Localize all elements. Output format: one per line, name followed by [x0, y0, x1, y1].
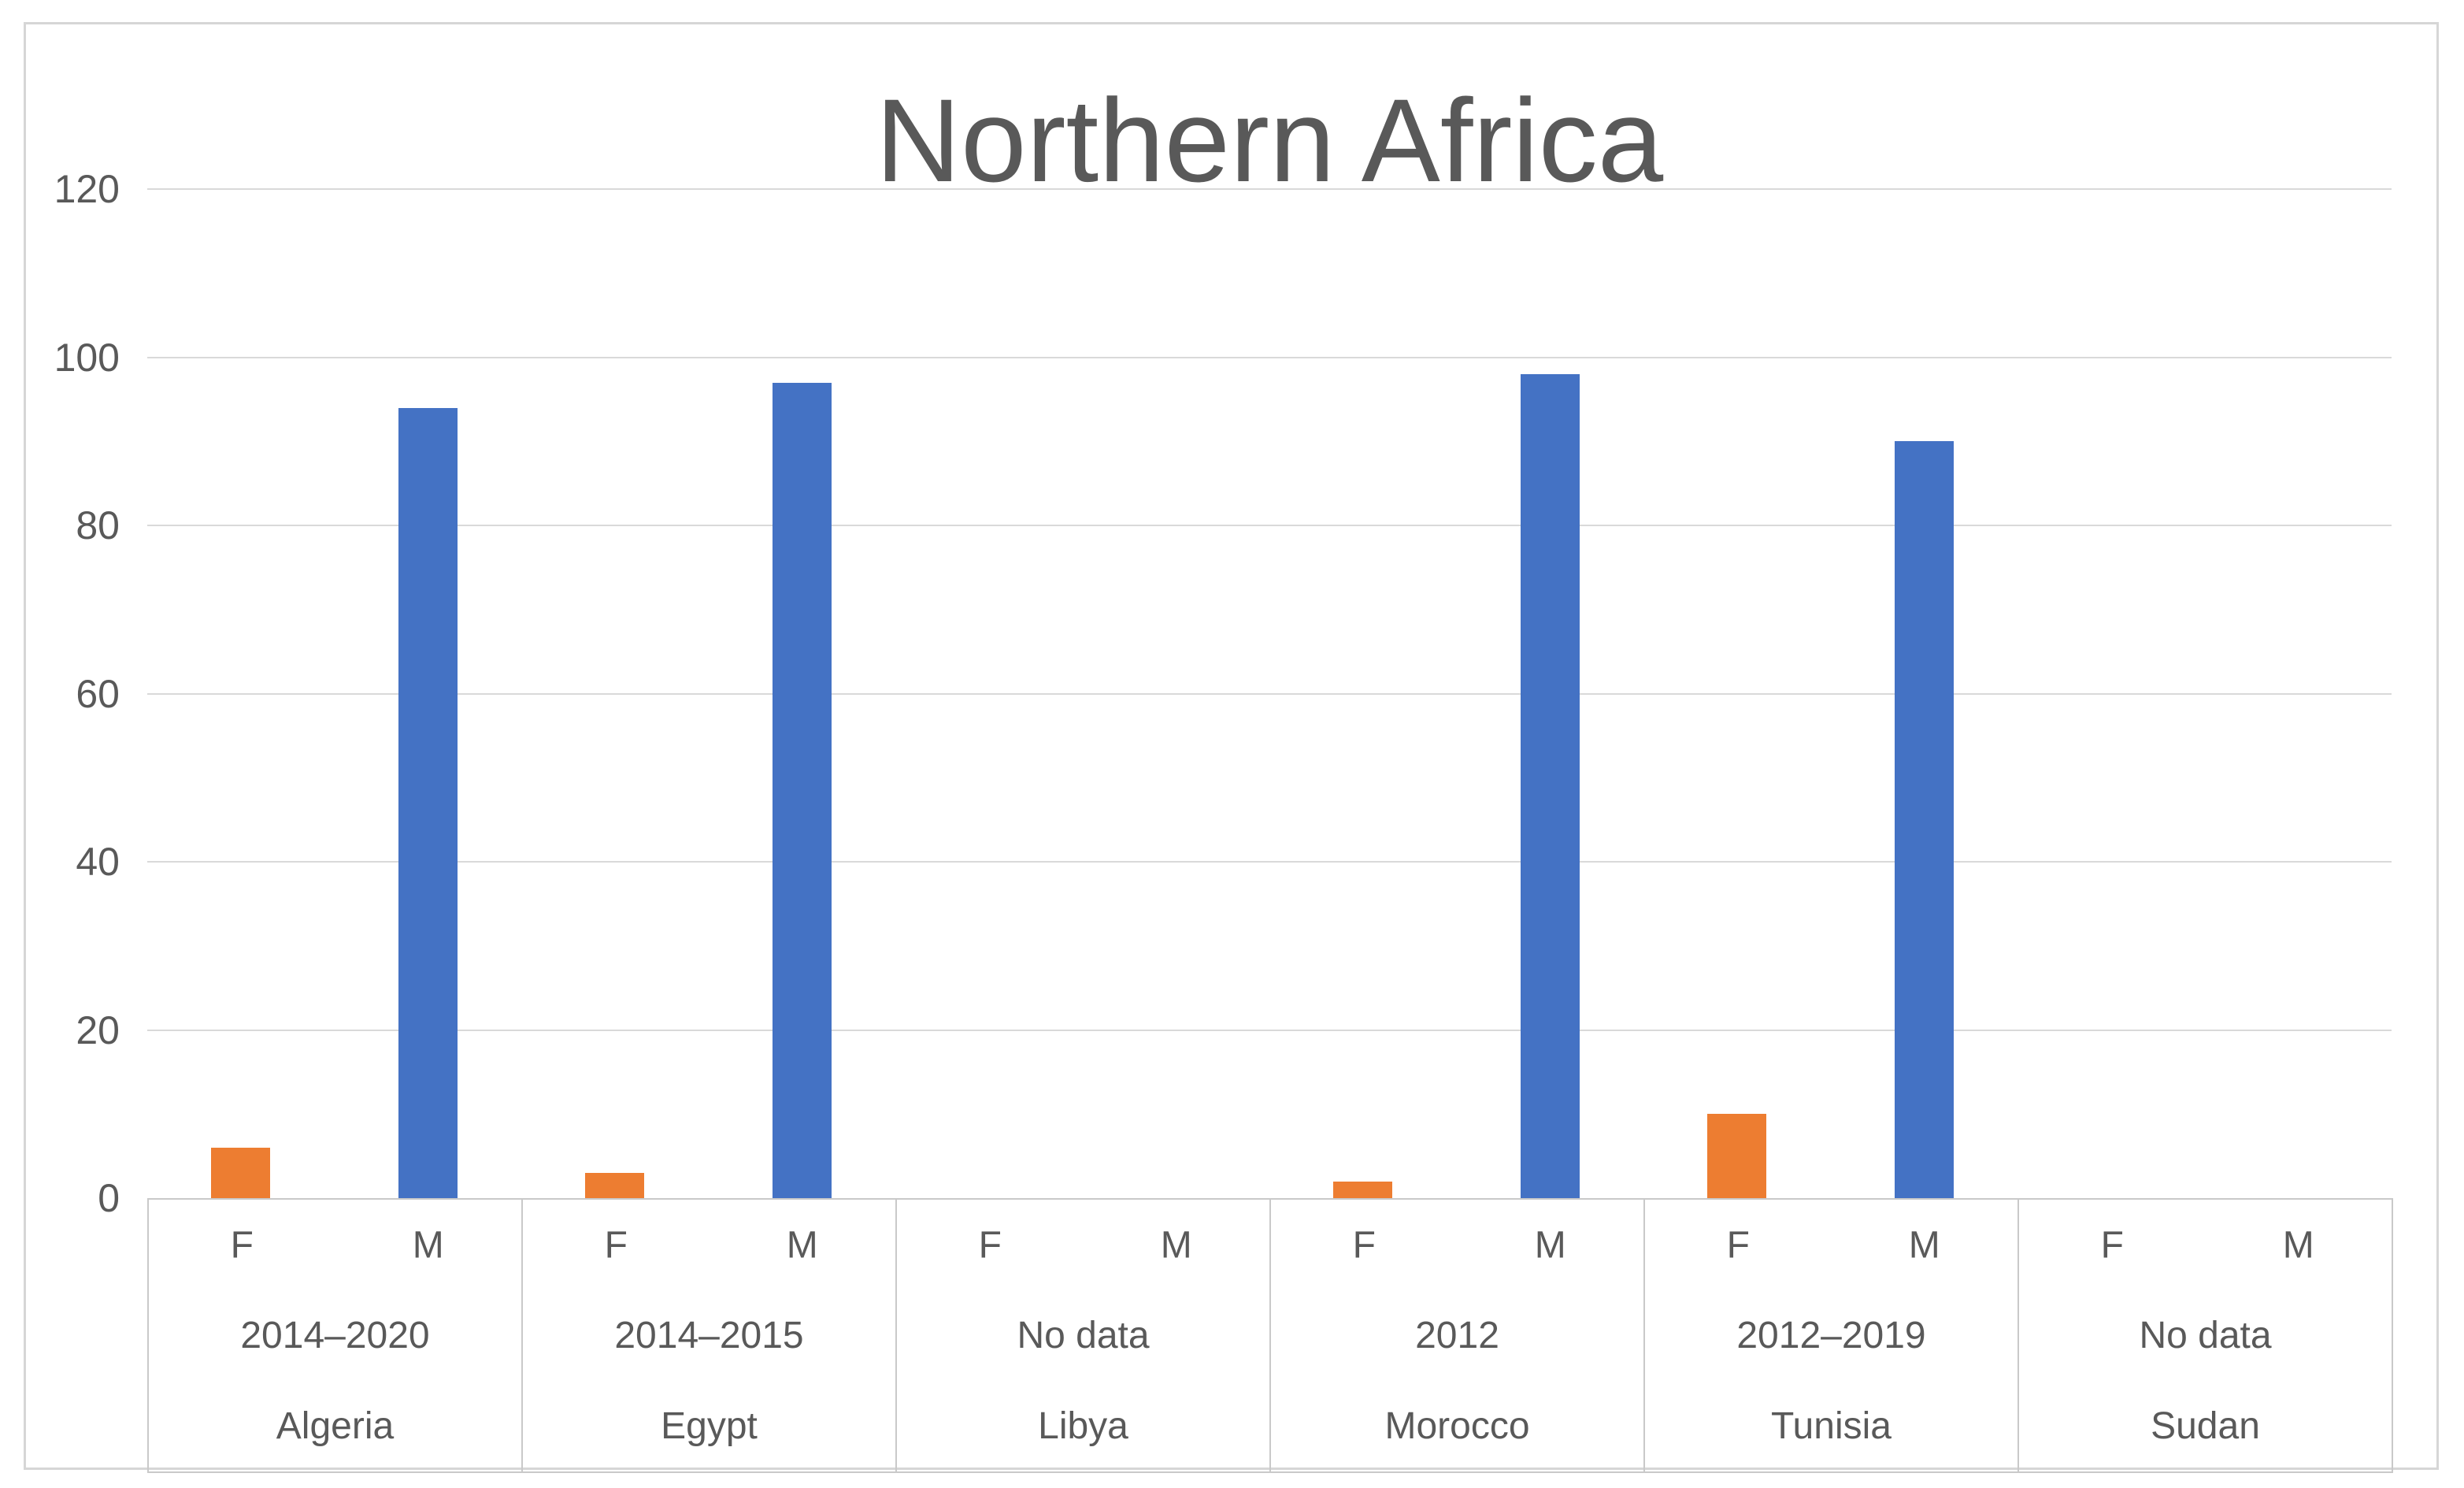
gridline-100	[147, 356, 2392, 358]
country-label-sudan: Sudan	[2151, 1405, 2260, 1447]
country-label-libya: Libya	[1038, 1405, 1128, 1447]
series-label-m-sudan: M	[2282, 1224, 2314, 1266]
series-label-m-morocco: M	[1534, 1224, 1566, 1266]
country-row: Sudan	[2019, 1381, 2392, 1471]
bar-m-algeria	[398, 407, 458, 1198]
period-label-libya: No data	[1017, 1315, 1150, 1356]
gridline-40	[147, 861, 2392, 863]
period-row: 2012–2019	[1645, 1290, 2018, 1381]
y-tick-label-120: 120	[54, 167, 120, 211]
series-label-f-libya: F	[978, 1224, 1002, 1266]
series-label-f-algeria: F	[230, 1224, 254, 1266]
category-group-egypt: F M 2014–2015 Egypt	[523, 1200, 897, 1471]
bar-f-tunisia	[1707, 1114, 1767, 1198]
period-row: 2014–2015	[523, 1290, 895, 1381]
period-label-sudan: No data	[2139, 1315, 2272, 1356]
gridline-80	[147, 525, 2392, 526]
bar-f-egypt	[585, 1172, 645, 1198]
series-label-m-libya: M	[1160, 1224, 1192, 1266]
period-label-egypt: 2014–2015	[614, 1315, 804, 1356]
country-label-tunisia: Tunisia	[1771, 1405, 1892, 1447]
series-label-m-egypt: M	[786, 1224, 818, 1266]
period-row: No data	[897, 1290, 1269, 1381]
y-tick-label-20: 20	[76, 1007, 120, 1052]
category-group-libya: F M No data Libya	[897, 1200, 1271, 1471]
series-label-m-tunisia: M	[1908, 1224, 1940, 1266]
gridline-20	[147, 1029, 2392, 1031]
period-row: 2012	[1271, 1290, 1643, 1381]
gridline-60	[147, 692, 2392, 695]
country-row: Libya	[897, 1381, 1269, 1471]
bar-m-morocco	[1520, 373, 1580, 1198]
period-row: No data	[2019, 1290, 2392, 1381]
bar-f-algeria	[211, 1147, 271, 1198]
series-label-f-sudan: F	[2100, 1224, 2124, 1266]
category-axis: F M 2014–2020 Algeria F M 2014–2015 Egypt F M No d…	[147, 1198, 2393, 1473]
country-label-egypt: Egypt	[661, 1405, 758, 1447]
bar-m-egypt	[772, 382, 832, 1198]
series-label-m-algeria: M	[412, 1224, 444, 1266]
bar-m-tunisia	[1894, 441, 1954, 1198]
category-group-morocco: F M 2012 Morocco	[1271, 1200, 1645, 1471]
country-row: Tunisia	[1645, 1381, 2018, 1471]
y-tick-label-0: 0	[98, 1176, 120, 1220]
series-label-f-tunisia: F	[1726, 1224, 1750, 1266]
y-tick-label-60: 60	[76, 671, 120, 716]
period-row: 2014–2020	[149, 1290, 521, 1381]
country-row: Egypt	[523, 1381, 895, 1471]
category-group-tunisia: F M 2012–2019 Tunisia	[1645, 1200, 2019, 1471]
series-label-f-morocco: F	[1352, 1224, 1376, 1266]
category-group-algeria: F M 2014–2020 Algeria	[149, 1200, 523, 1471]
chart-title: Northern Africa	[875, 74, 1664, 206]
country-row: Algeria	[149, 1381, 521, 1471]
country-row: Morocco	[1271, 1381, 1643, 1471]
y-tick-label-80: 80	[76, 503, 120, 547]
period-label-tunisia: 2012–2019	[1736, 1315, 1926, 1356]
plot-area	[147, 188, 2392, 1198]
country-label-algeria: Algeria	[276, 1405, 395, 1447]
category-group-sudan: F M No data Sudan	[2019, 1200, 2393, 1471]
country-label-morocco: Morocco	[1384, 1405, 1530, 1447]
y-tick-label-40: 40	[76, 840, 120, 884]
series-label-f-egypt: F	[604, 1224, 628, 1266]
gridline-120	[147, 188, 2392, 190]
period-label-algeria: 2014–2020	[240, 1315, 430, 1356]
bar-f-morocco	[1333, 1181, 1393, 1198]
y-tick-label-100: 100	[54, 335, 120, 380]
period-label-morocco: 2012	[1415, 1315, 1499, 1356]
